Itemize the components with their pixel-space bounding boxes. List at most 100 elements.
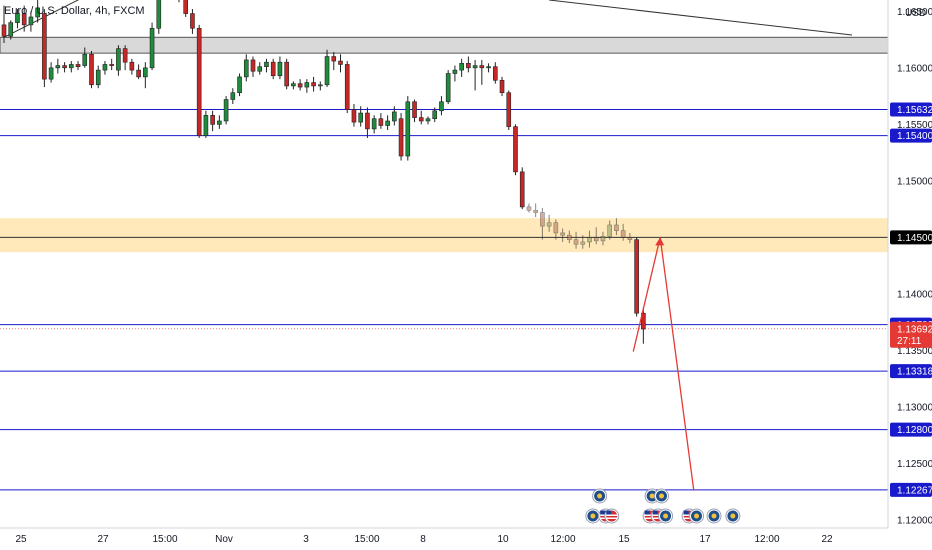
candle-body <box>418 117 424 122</box>
candle-body <box>371 118 377 130</box>
y-tick-label: 1.12000 <box>897 516 932 527</box>
globe-event-icon[interactable] <box>658 508 674 524</box>
price-tag-bg <box>890 422 932 437</box>
candle <box>297 79 303 91</box>
y-tick-label: 1.12500 <box>897 459 932 470</box>
candle-body <box>412 101 417 118</box>
candle <box>486 63 491 73</box>
candle-body <box>62 65 67 69</box>
candle <box>122 45 128 71</box>
candle <box>264 58 269 73</box>
y-tick-label: 1.13500 <box>897 346 932 357</box>
trendline[interactable] <box>549 0 853 36</box>
candle <box>492 62 498 84</box>
candle <box>540 208 545 240</box>
candle-body <box>149 27 155 69</box>
price-tag-value: 1.12267 <box>897 485 932 496</box>
candle-body <box>519 171 525 208</box>
us-event-icon[interactable] <box>604 508 620 524</box>
candle-body <box>378 118 384 126</box>
globe-event-icon[interactable] <box>689 508 705 524</box>
candle-body <box>620 230 626 238</box>
flag-stripe <box>683 517 695 519</box>
flag-canton <box>644 510 650 515</box>
candle-body <box>129 61 135 71</box>
globe-center <box>663 513 669 519</box>
globe-event-icon[interactable] <box>725 508 741 524</box>
candle <box>291 81 296 90</box>
globe-center <box>597 493 603 499</box>
candle-body <box>445 73 451 103</box>
globe-center <box>730 513 736 519</box>
candle <box>62 62 67 73</box>
candle-body <box>264 61 269 68</box>
candle <box>627 232 633 244</box>
candle <box>365 107 370 138</box>
globe-event-icon[interactable] <box>592 488 608 504</box>
price-tag-value: 1.15400 <box>897 131 932 142</box>
candle <box>243 54 249 82</box>
candle-body <box>513 126 518 173</box>
globe-event-icon[interactable] <box>654 488 670 504</box>
price-tag-bg <box>890 102 932 117</box>
price-axis-panel[interactable] <box>888 0 932 528</box>
candle-body <box>492 66 498 81</box>
candle <box>48 62 54 83</box>
x-tick-label: 15 <box>618 534 630 545</box>
candle-body <box>358 112 363 123</box>
candle-body <box>42 13 47 80</box>
candle <box>28 11 34 32</box>
candle-body <box>600 235 606 242</box>
candle <box>634 237 639 317</box>
candle <box>479 59 485 85</box>
candle-body <box>28 16 34 26</box>
candle-body <box>526 206 532 211</box>
candle-body <box>257 66 263 72</box>
candle-body <box>546 222 552 227</box>
candle <box>277 56 283 80</box>
candle-body <box>405 101 411 157</box>
globe-center <box>711 513 717 519</box>
price-tag-bg <box>890 482 932 497</box>
candle <box>351 104 357 127</box>
candle <box>445 70 451 105</box>
globe-center <box>590 513 596 519</box>
x-tick-label: 27 <box>97 534 109 545</box>
candle-body <box>593 237 599 242</box>
time-axis-panel[interactable] <box>0 528 932 550</box>
y-tick-label: 1.14000 <box>897 289 932 300</box>
candle <box>398 113 404 161</box>
candle-body <box>587 237 592 243</box>
globe-center <box>694 513 700 519</box>
candle <box>506 90 512 131</box>
candle-body <box>217 120 222 125</box>
candle-body <box>48 67 54 80</box>
projection-arrowhead <box>655 237 665 246</box>
x-tick-label: 10 <box>497 534 509 545</box>
candle <box>546 214 552 232</box>
x-tick-label: 15:00 <box>152 534 177 545</box>
candle-body <box>365 112 370 130</box>
candle-body <box>284 61 289 87</box>
candle <box>425 116 431 125</box>
candle-body <box>627 237 633 240</box>
candle-body <box>641 312 646 330</box>
candle-body <box>230 92 236 100</box>
candle <box>196 24 202 138</box>
levels-layer <box>0 108 888 491</box>
globe-event-icon[interactable] <box>706 508 722 524</box>
candle <box>385 115 390 131</box>
candle-body <box>297 83 303 88</box>
candle-body <box>35 7 40 18</box>
trendline[interactable] <box>3 0 112 38</box>
candle-body <box>82 53 88 66</box>
candle <box>102 61 108 75</box>
price-tags-layer: 1.156321.154001.145001.137291.1369227:11… <box>890 102 932 497</box>
candle <box>358 106 363 127</box>
candle <box>217 115 222 129</box>
flag-canton <box>683 510 689 515</box>
candle-body <box>143 67 148 78</box>
globe-event-icon[interactable] <box>585 508 601 524</box>
candle <box>472 59 478 91</box>
